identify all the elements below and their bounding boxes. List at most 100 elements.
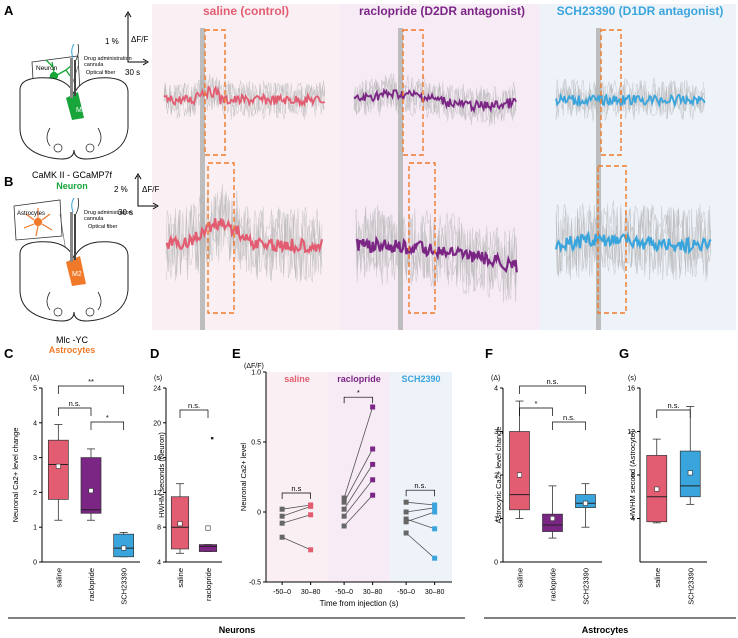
chart-e-pair-line-1-2 bbox=[343, 464, 373, 510]
chart-e-xtick-label-1-1: 30–80 bbox=[363, 589, 383, 596]
panel-label-b: B bbox=[4, 174, 13, 189]
chart-e-pre-point-0-2 bbox=[279, 520, 285, 526]
chart-d-unit: (s) bbox=[154, 375, 162, 382]
scale-a-y: 1 % bbox=[105, 37, 119, 46]
chart-g-xtick-label-1: SCH23390 bbox=[686, 568, 695, 605]
schematic-neuron: Neuron M2 Drug administration cannula Op… bbox=[19, 43, 132, 191]
chart-e-xtick-label-2-0: -50–0 bbox=[397, 589, 415, 596]
chart-e-xtick-label-0-0: -50–0 bbox=[273, 589, 291, 596]
injection-marker-raclopride bbox=[398, 28, 403, 330]
analysis-windows bbox=[204, 29, 627, 314]
chart-c-mean-2 bbox=[121, 545, 127, 551]
chart-e-pre-point-2-1 bbox=[403, 509, 409, 515]
chart-c-signif-label-1: ** bbox=[88, 377, 94, 386]
chart-e-group-bg-1 bbox=[328, 372, 390, 582]
panel-label-d: D bbox=[150, 346, 159, 361]
chart-f-xtick-label-2: SCH23390 bbox=[582, 568, 591, 605]
chart-c-xtick-label-1: raclopride bbox=[87, 568, 96, 601]
chart-g-signif-label-0: n.s. bbox=[667, 401, 679, 410]
trace-grey-0-0-3 bbox=[163, 76, 326, 120]
chart-d-ytick-label-4: 20 bbox=[153, 420, 161, 427]
chart-c-ytick-label-0: 0 bbox=[33, 560, 37, 567]
chart-c-mean-1 bbox=[88, 488, 94, 494]
chart-e-pair-line-2-4 bbox=[405, 532, 435, 559]
chart-e-post-point-1-2 bbox=[370, 461, 376, 467]
chart-e-post-point-2-2 bbox=[432, 509, 438, 515]
trace-layer bbox=[163, 73, 712, 303]
neurons-group-label: Neurons bbox=[219, 625, 256, 635]
chart-f-signif-bracket-0 bbox=[519, 407, 553, 416]
chart-f-box-0 bbox=[509, 431, 530, 511]
chart-c-ytick-label-3: 3 bbox=[33, 455, 37, 462]
m2-region-b bbox=[66, 256, 86, 286]
chart-e-pair-line-0-3 bbox=[281, 536, 311, 551]
optical-fiber-a bbox=[74, 60, 76, 96]
chart-g-ylabel: HWHM second (Astrocyte) bbox=[628, 430, 637, 519]
chart-e-group-title-1: raclopride bbox=[337, 374, 381, 384]
chart-f-ytick-label-3: 3 bbox=[494, 429, 498, 436]
chart-f-signif-bracket-2 bbox=[552, 421, 586, 430]
m2-label-b: M2 bbox=[72, 271, 82, 278]
chart-e-signif-bracket-0 bbox=[281, 492, 311, 499]
trace-grey-1-1-3 bbox=[355, 212, 518, 303]
chart-d-ylabel: HWHM seconds (Neuron) bbox=[157, 432, 166, 518]
chart-e-group-bg-2 bbox=[390, 372, 452, 582]
schematic-a-line1: CaMK II - GCaMP7f bbox=[32, 170, 113, 180]
chart-f-signif-bracket-1 bbox=[519, 385, 586, 394]
chart-e-signif-label-1: * bbox=[357, 388, 360, 397]
chart-g-signif-bracket-0 bbox=[656, 409, 691, 418]
chart-c-mean-0 bbox=[55, 463, 61, 469]
chart-e-group-title-0: saline bbox=[284, 374, 310, 384]
chart-f-ytick-label-0: 0 bbox=[494, 560, 498, 567]
chart-e-pair-line-2-3 bbox=[405, 518, 435, 530]
chart-e-pre-point-2-4 bbox=[403, 530, 409, 536]
chart-e-pair-line-1-4 bbox=[343, 494, 373, 527]
panel-label-c: C bbox=[4, 346, 14, 361]
chart-e-pre-point-1-4 bbox=[341, 523, 347, 529]
chart-f-ytick-label-2: 2 bbox=[494, 473, 498, 480]
chart-e-xtick-label-1-0: -50–0 bbox=[335, 589, 353, 596]
chart-f-ylabel: Astrocytic Ca2+ level change bbox=[494, 427, 503, 524]
chart-d-xtick-label-1: raclopride bbox=[204, 568, 213, 601]
chart-e-post-point-1-4 bbox=[370, 492, 376, 498]
trace-bg-raclopride bbox=[340, 4, 540, 330]
window-a-saline bbox=[204, 29, 226, 156]
scale-b-y: 2 % bbox=[114, 185, 128, 194]
astrocyte-cell-icon bbox=[23, 208, 53, 237]
chart-c-signif-label-2: * bbox=[106, 413, 109, 422]
chart-f-mean-0 bbox=[516, 472, 522, 478]
chart-e-post-point-0-2 bbox=[308, 512, 314, 518]
scale-a-unit: ΔF/F bbox=[131, 35, 148, 44]
chart-c-ytick-label-4: 4 bbox=[33, 420, 37, 427]
chart-d-signif-bracket-0 bbox=[179, 409, 209, 418]
chart-e-xlabel: Time from injection (s) bbox=[320, 599, 399, 608]
optical-fiber-b bbox=[74, 214, 76, 260]
chart-e-unit: (ΔF/F) bbox=[244, 363, 264, 370]
chart-d-ytick-label-1: 8 bbox=[157, 525, 161, 532]
scale-b-x: 30 s bbox=[118, 208, 133, 217]
chart-c-signif-bracket-0 bbox=[57, 407, 92, 416]
chart-e-signif-label-2: n.s. bbox=[414, 481, 426, 490]
scale-bar-a: 1 % ΔF/F 30 s bbox=[105, 11, 149, 77]
chart-f-mean-2 bbox=[582, 500, 588, 506]
window-b-sch bbox=[597, 165, 627, 314]
injection-marker-saline bbox=[200, 28, 205, 330]
chart-e-xtick-label-2-1: 30–80 bbox=[425, 589, 445, 596]
chart-d-ytick-label-0: 4 bbox=[157, 560, 161, 567]
chart-e-group-title-2: SCH2390 bbox=[401, 374, 440, 384]
chart-c-signif-label-0: n.s. bbox=[69, 399, 81, 408]
chart-g-ytick-label-0: 4 bbox=[631, 516, 635, 523]
chart-e-signif-bracket-2 bbox=[405, 489, 435, 497]
ventricles-a bbox=[46, 127, 102, 147]
chart-g-ytick-label-1: 8 bbox=[631, 473, 635, 480]
chart-f-unit: (Δ) bbox=[491, 375, 500, 382]
chart-f-signif-label-0: * bbox=[535, 399, 538, 408]
chart-e-pre-point-1-2 bbox=[341, 506, 347, 512]
chart-e-pre-point-0-1 bbox=[279, 513, 285, 519]
astrocyte-label: Astrocytes bbox=[17, 211, 45, 217]
drug-admin-label-a: Drug administration bbox=[84, 56, 132, 62]
trace-grey-1-1-2 bbox=[355, 210, 518, 300]
chart-d-signif-label-0: n.s. bbox=[188, 401, 200, 410]
scale-b-unit: ΔF/F bbox=[142, 185, 159, 194]
chart-e-post-point-1-3 bbox=[370, 477, 376, 483]
